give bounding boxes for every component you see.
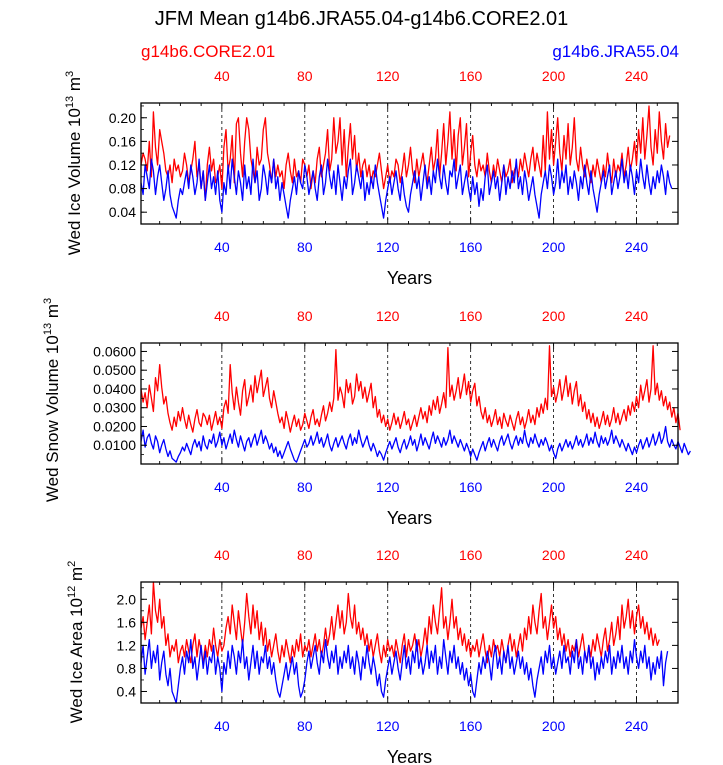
y-tick-label: 0.0200	[93, 418, 136, 434]
y-tick-label: 0.0500	[93, 362, 136, 378]
series-line-core2	[140, 345, 681, 433]
panel-snow-volume: 0.0100 0.0200 0.0300 0.0400 0.0500 0.0600 40 40…	[42, 298, 691, 528]
series-line-jra55	[140, 638, 669, 704]
x-tick-label-bottom: 120	[376, 239, 400, 255]
x-tick-label-bottom: 120	[376, 718, 400, 734]
series-line-jra55	[140, 158, 673, 219]
plot-frame	[140, 102, 679, 225]
y-axis-label-unit: m	[65, 77, 84, 96]
y-tick-label: 0.20	[109, 110, 136, 126]
x-tick-label-bottom: 160	[459, 718, 483, 734]
x-tick-label-bottom: 120	[376, 479, 400, 495]
y-tick-label: 0.12	[109, 157, 136, 173]
x-tick-label-bottom: 40	[214, 239, 230, 255]
x-tick-label-bottom: 200	[542, 718, 566, 734]
x-tick-label-bottom: 80	[297, 239, 313, 255]
y-axis-label-unit-exponent: 3	[42, 298, 54, 304]
x-tick-label-top: 240	[625, 547, 649, 563]
x-tick-label-top: 200	[542, 547, 566, 563]
y-axis-label-exponent: 12	[66, 586, 78, 598]
x-tick-label-top: 40	[214, 547, 230, 563]
x-tick-label-bottom: 40	[214, 479, 230, 495]
y-tick-label: 1.2	[117, 637, 137, 653]
y-axis-label: Wed Snow Volume 1013 m3	[42, 298, 62, 502]
x-tick-label-top: 240	[625, 68, 649, 84]
x-tick-label-bottom: 40	[214, 718, 230, 734]
series-line-jra55	[140, 425, 691, 463]
chart-title: JFM Mean g14b6.JRA55.04-g14b6.CORE2.01	[154, 8, 569, 30]
x-tick-label-top: 80	[297, 547, 313, 563]
plot-frame	[140, 342, 679, 465]
plot-frame	[140, 581, 679, 704]
x-tick-label-bottom: 200	[542, 479, 566, 495]
x-tick-label-bottom: 80	[297, 718, 313, 734]
y-axis-label-unit: m	[43, 304, 62, 323]
x-tick-label-top: 160	[459, 547, 483, 563]
legend-blue-label: g14b6.JRA55.04	[552, 42, 679, 61]
x-tick-label-bottom: 160	[459, 239, 483, 255]
y-tick-label: 0.0300	[93, 400, 136, 416]
y-tick-label: 0.4	[117, 683, 137, 699]
y-tick-label: 0.0600	[93, 343, 136, 359]
y-tick-label: 1.6	[117, 614, 137, 630]
x-tick-label-top: 200	[542, 308, 566, 324]
x-tick-label-top: 80	[297, 308, 313, 324]
y-axis-label-exponent: 13	[42, 323, 54, 335]
x-tick-label-top: 160	[459, 308, 483, 324]
y-axis-label: Wed Ice Volume 1013 m3	[64, 71, 84, 255]
x-tick-label-top: 120	[376, 308, 400, 324]
panel-ice-volume: 0.04 0.08 0.12 0.16 0.20 40 40 80 80 120 120 160 160…	[64, 68, 679, 288]
x-tick-label-bottom: 160	[459, 479, 483, 495]
y-tick-label: 0.04	[109, 204, 136, 220]
x-tick-label-bottom: 240	[625, 479, 649, 495]
y-tick-label: 0.0100	[93, 437, 136, 453]
y-axis-label-unit-exponent: 3	[64, 71, 76, 77]
x-tick-label-bottom: 200	[542, 239, 566, 255]
x-tick-label-top: 120	[376, 68, 400, 84]
x-tick-label-top: 120	[376, 547, 400, 563]
x-tick-label-bottom: 80	[297, 479, 313, 495]
x-tick-label-top: 40	[214, 68, 230, 84]
y-tick-label: 0.0400	[93, 381, 136, 397]
y-axis-label: Wed Ice Area 1012 m2	[66, 561, 86, 724]
x-tick-label-bottom: 240	[625, 239, 649, 255]
x-axis-label: Years	[387, 508, 432, 528]
x-tick-label-bottom: 240	[625, 718, 649, 734]
y-axis-label-main: Wed Snow Volume 10	[43, 335, 62, 502]
series-line-core2	[140, 581, 660, 664]
y-axis-label-unit: m	[67, 567, 86, 586]
x-tick-label-top: 160	[459, 68, 483, 84]
y-tick-label: 0.16	[109, 133, 136, 149]
x-axis-label: Years	[387, 747, 432, 765]
legend-red-label: g14b6.CORE2.01	[141, 42, 276, 61]
y-axis-label-main: Wed Ice Area 10	[67, 598, 86, 723]
panel-ice-area: 0.4 0.8 1.2 1.6 2.0 40 40 80 80 120 120 160 160 200 20…	[66, 547, 679, 765]
x-axis-label: Years	[387, 268, 432, 288]
y-tick-label: 0.08	[109, 181, 136, 197]
y-axis-label-unit-exponent: 2	[66, 561, 78, 567]
x-tick-label-top: 240	[625, 308, 649, 324]
x-tick-label-top: 40	[214, 308, 230, 324]
x-tick-label-top: 200	[542, 68, 566, 84]
y-axis-label-exponent: 13	[64, 96, 76, 108]
x-tick-label-top: 80	[297, 68, 313, 84]
y-tick-label: 0.8	[117, 660, 137, 676]
y-tick-label: 2.0	[117, 591, 137, 607]
y-axis-label-main: Wed Ice Volume 10	[65, 108, 84, 255]
series-line-core2	[140, 105, 671, 202]
